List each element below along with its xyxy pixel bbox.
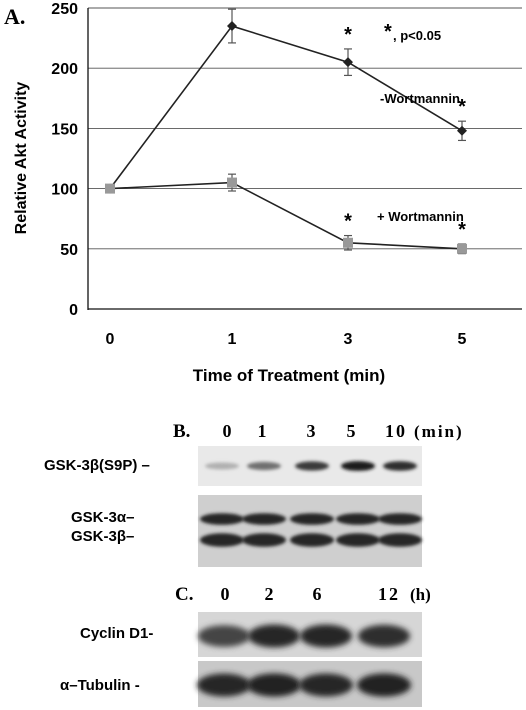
blot-band — [378, 513, 422, 525]
significance-asterisk: * — [458, 96, 466, 118]
panel-c-lane-labels: 0 2 6 12 — [221, 584, 400, 604]
y-tick-label: 250 — [51, 1, 78, 18]
panel-c-label: C. — [175, 584, 193, 605]
blot-bands — [198, 624, 410, 648]
blot-background — [198, 495, 422, 567]
lane-label: 3 — [307, 421, 318, 441]
data-point — [457, 125, 467, 136]
series-plus-wortmannin: * * — [105, 173, 467, 255]
blot-band — [300, 624, 352, 648]
x-tick-label: 3 — [344, 331, 353, 348]
lane-label: 0 — [223, 421, 234, 441]
blot-band — [290, 513, 334, 525]
data-point — [457, 243, 467, 254]
blot-band — [247, 461, 281, 471]
alpha-tubulin-label: α–Tubulin - — [60, 677, 140, 694]
series-label-plus-wortmannin: + Wortmannin — [377, 209, 464, 224]
panel-c-unit: (h) — [410, 585, 431, 604]
blot-band — [200, 533, 244, 547]
lane-label: 5 — [347, 421, 358, 441]
data-point — [227, 177, 237, 188]
gsk3b-label: GSK-3β– — [71, 528, 134, 545]
blot-cyclin-d1 — [198, 612, 422, 657]
blot-alpha-tubulin — [197, 661, 422, 707]
significance-asterisk: * — [228, 0, 236, 6]
blot-band — [248, 624, 300, 648]
blot-band — [242, 513, 286, 525]
panel-a-label: A. — [4, 4, 25, 29]
x-tick-label: 5 — [458, 331, 467, 348]
x-axis-label: Time of Treatment (min) — [193, 366, 385, 385]
lane-label: 0 — [221, 584, 232, 604]
blot-band — [205, 462, 239, 470]
blot-band — [299, 673, 353, 697]
gsk3b-s9p-label: GSK-3β(S9P) – — [44, 457, 150, 474]
significance-asterisk: * — [458, 219, 466, 241]
y-tick-label: 150 — [51, 121, 78, 138]
lane-label: 10 — [385, 421, 407, 441]
significance-note: , p<0.05 — [393, 28, 441, 43]
data-point — [343, 57, 353, 68]
blot-bands — [197, 673, 411, 697]
significance-asterisk: * — [344, 24, 352, 46]
blot-band — [336, 513, 380, 525]
panel-b-label: B. — [173, 421, 190, 442]
lane-label: 6 — [313, 584, 324, 604]
series-label-minus-wortmannin: -Wortmannin — [380, 91, 460, 106]
lane-label: 2 — [265, 584, 276, 604]
blot-band — [383, 461, 417, 471]
blot-band — [197, 673, 251, 697]
blot-gsk3-total — [198, 495, 422, 567]
blot-band — [357, 673, 411, 697]
gridlines — [88, 7, 522, 310]
panel-a: A. * , p<0.05 Relative Akt Activity Time… — [4, 0, 522, 385]
panel-c: C. 0 2 6 12 (h) Cyclin D1- α–Tubulin - — [60, 584, 431, 707]
blot-band — [247, 673, 301, 697]
blot-band — [198, 625, 250, 647]
blot-band — [358, 624, 410, 648]
lane-label: 1 — [258, 421, 269, 441]
y-tick-label: 200 — [51, 61, 78, 78]
blot-band — [295, 461, 329, 471]
lane-label: 12 — [378, 584, 400, 604]
data-point — [227, 21, 237, 32]
y-tick-label: 100 — [51, 182, 78, 199]
blot-band — [290, 533, 334, 547]
series-line — [109, 181, 463, 250]
significance-star: * — [384, 21, 392, 43]
y-tick-label: 50 — [60, 242, 78, 259]
x-tick-label: 0 — [106, 331, 115, 348]
blot-band — [378, 533, 422, 547]
x-tick-labels: 0 1 3 5 — [106, 331, 467, 348]
data-point — [105, 183, 115, 194]
y-tick-label: 0 — [69, 302, 78, 319]
data-point — [343, 237, 353, 248]
panel-b-lane-labels: 0 1 3 5 10 — [223, 421, 407, 441]
y-axis-label: Relative Akt Activity — [13, 82, 30, 235]
panel-b: B. 0 1 3 5 10 (min) GSK-3β(S9P) – GSK-3α– GS… — [44, 421, 464, 567]
blot-bands — [205, 461, 417, 471]
data-series: ***** — [105, 0, 467, 255]
blot-gsk3b-s9p — [198, 446, 422, 486]
gsk3a-label: GSK-3α– — [71, 509, 134, 526]
blot-band — [336, 533, 380, 547]
x-tick-label: 1 — [228, 331, 237, 348]
series-minus-wortmannin: * * * — [105, 0, 467, 194]
panel-b-unit: (min) — [414, 422, 464, 441]
blot-band — [200, 513, 244, 525]
y-tick-labels: 0 50 100 150 200 250 — [51, 1, 78, 319]
blot-bands — [200, 513, 422, 547]
blot-band — [242, 533, 286, 547]
cyclin-d1-label: Cyclin D1- — [80, 625, 153, 642]
series-line — [109, 25, 463, 190]
blot-band — [341, 461, 375, 471]
significance-asterisk: * — [344, 211, 352, 233]
